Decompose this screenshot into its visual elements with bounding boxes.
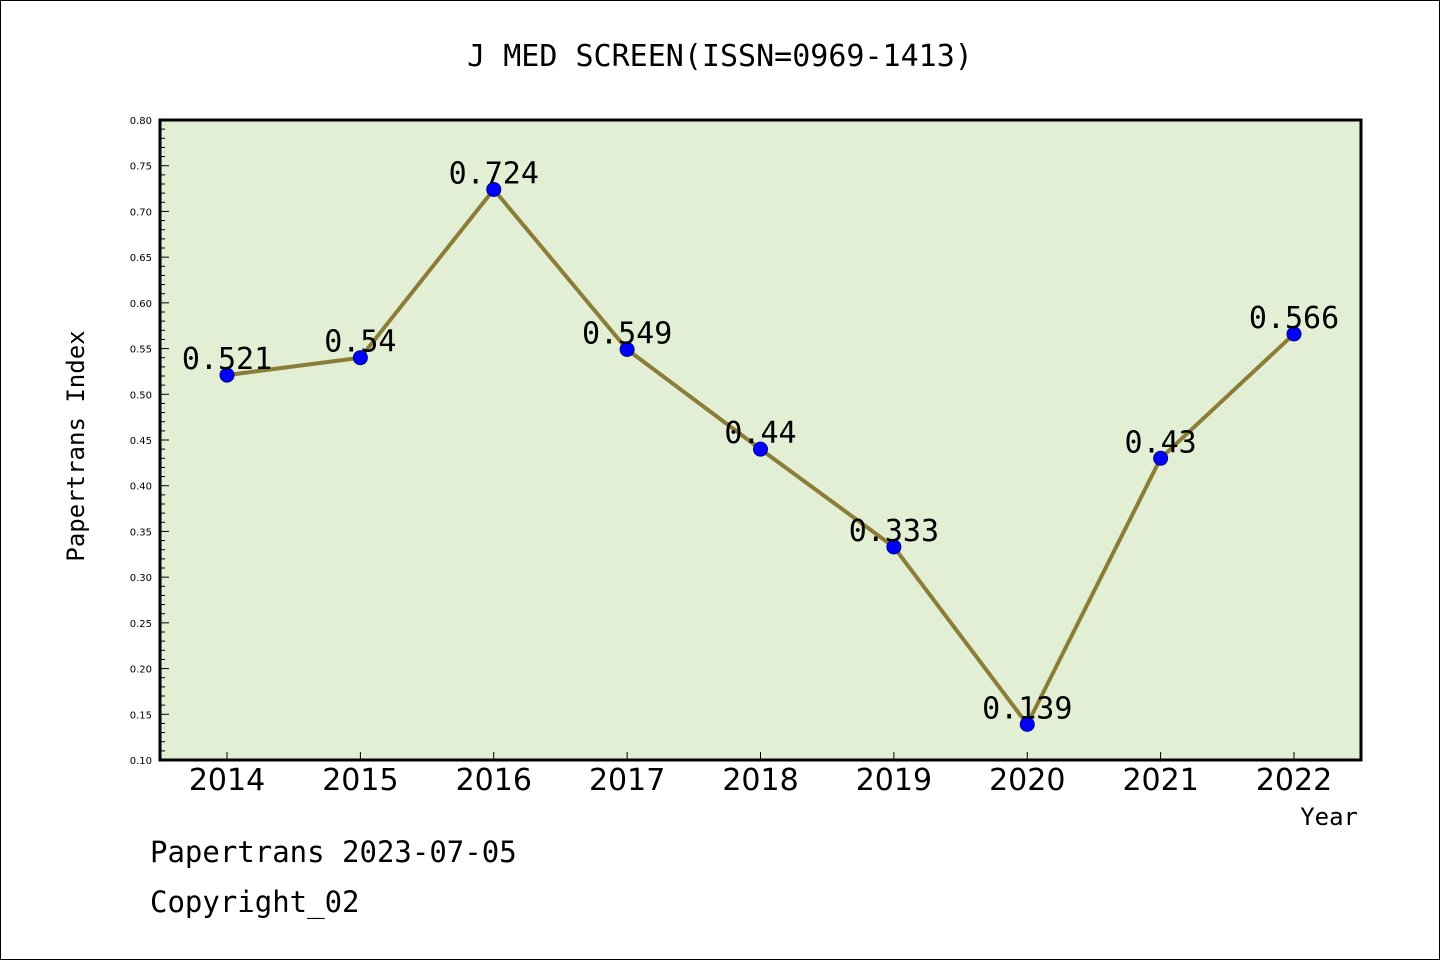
x-tick-label: 2016 — [456, 763, 532, 798]
y-tick-label: 0.25 — [130, 619, 152, 630]
data-label: 0.54 — [324, 325, 396, 360]
y-tick-label: 0.45 — [130, 436, 152, 447]
data-label: 0.333 — [849, 514, 939, 549]
data-point — [1019, 716, 1035, 732]
data-label: 0.549 — [582, 316, 672, 351]
y-tick-label: 0.20 — [130, 665, 152, 676]
y-tick-label: 0.70 — [130, 207, 152, 218]
y-tick-label: 0.10 — [130, 756, 152, 767]
plot-area — [158, 118, 1363, 762]
data-point — [486, 181, 502, 197]
x-tick-label: 2017 — [589, 763, 665, 798]
y-tick-label: 0.50 — [130, 390, 152, 401]
y-tick-label: 0.55 — [130, 345, 152, 356]
x-tick-label: 2022 — [1256, 763, 1332, 798]
chart-title: J MED SCREEN(ISSN=0969-1413) — [467, 39, 973, 74]
data-point — [619, 341, 635, 357]
data-label: 0.724 — [449, 156, 539, 191]
y-tick-label: 0.75 — [130, 162, 152, 173]
data-point — [886, 539, 902, 555]
x-tick-label: 2018 — [722, 763, 798, 798]
y-tick-label: 0.30 — [130, 573, 152, 584]
x-tick-label: 2015 — [322, 763, 398, 798]
data-label: 0.139 — [982, 691, 1072, 726]
y-axis-label: Papertrans Index — [62, 330, 90, 561]
x-tick-label: 2019 — [856, 763, 932, 798]
y-axis: 0.10 0.15 0.20 0.25 0.30 0.35 0.40 0.45 0.50 0.55… — [130, 116, 169, 767]
data-point — [753, 441, 768, 457]
y-tick-label: 0.40 — [130, 482, 152, 493]
data-point — [352, 350, 368, 366]
data-point — [1153, 450, 1169, 466]
x-tick-label: 2021 — [1122, 763, 1198, 798]
y-tick-label: 0.60 — [130, 299, 152, 310]
footer-date: Papertrans 2023-07-05 — [150, 835, 517, 869]
y-tick-label: 0.35 — [130, 527, 152, 538]
y-tick-label: 0.15 — [130, 710, 152, 721]
x-tick-label: 2020 — [989, 763, 1065, 798]
data-label: 0.521 — [182, 342, 272, 377]
data-label: 0.44 — [724, 416, 796, 451]
x-tick-label: 2014 — [189, 763, 265, 798]
y-tick-label: 0.80 — [130, 116, 152, 127]
footer-copyright: Copyright_02 — [150, 885, 360, 919]
x-axis: 2014 2015 2016 2017 2018 2019 2020 2021 2022 — [189, 752, 1332, 798]
y-tick-label: 0.65 — [130, 253, 152, 264]
data-point — [1286, 326, 1302, 342]
data-point — [219, 367, 235, 383]
data-label: 0.566 — [1249, 301, 1339, 336]
x-axis-label: Year — [1300, 803, 1358, 831]
data-label: 0.43 — [1125, 425, 1197, 460]
data-series: 0.521 0.54 0.724 0.549 0.44 0.333 0.139 0.43 0.5… — [182, 156, 1339, 732]
